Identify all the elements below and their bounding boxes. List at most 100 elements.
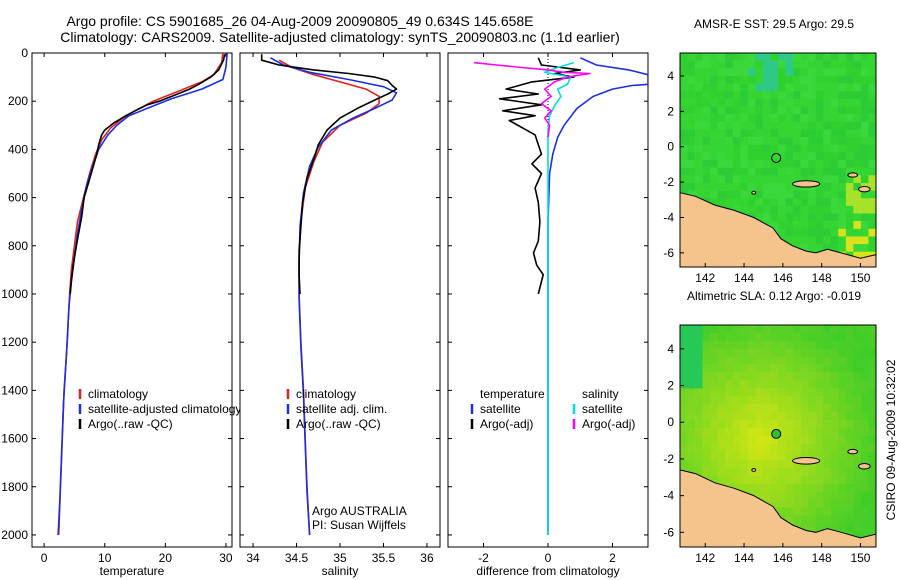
map-cell: [823, 467, 832, 476]
map-cell: [860, 75, 869, 84]
y-tick-label: 1600: [1, 432, 28, 446]
map-cell: [800, 436, 809, 445]
map-cell: [725, 152, 734, 161]
map-cell: [680, 428, 688, 437]
map-cell: [815, 152, 824, 161]
map-cell: [838, 467, 847, 476]
map-cell: [778, 167, 786, 176]
map-cell: [732, 372, 741, 381]
map-cell: [800, 221, 809, 230]
map-cell: [747, 348, 756, 358]
map-cell: [815, 332, 824, 342]
map-cell: [762, 182, 771, 191]
map-cell: [860, 114, 869, 123]
map-cell: [860, 60, 869, 69]
map-cell: [830, 213, 839, 222]
map-cell: [838, 221, 847, 230]
map-cell: [815, 380, 824, 389]
map-cell: [853, 190, 862, 199]
map-cell: [815, 451, 824, 461]
map-cell: [747, 420, 756, 429]
map-cell: [702, 152, 711, 161]
map-cell: [732, 152, 741, 161]
map-cell: [680, 129, 688, 138]
map-cell: [725, 182, 734, 191]
map-cell: [695, 396, 703, 405]
map-cell: [778, 420, 786, 429]
map-cell: [778, 443, 786, 453]
map-cell: [717, 144, 726, 153]
map-cell: [770, 152, 779, 161]
map-cell: [830, 467, 839, 476]
map-cell: [747, 198, 756, 207]
map-cell: [815, 325, 824, 334]
map-cell: [823, 364, 832, 373]
map-cell: [808, 83, 816, 92]
map-cell: [845, 380, 854, 389]
map-cell: [785, 396, 794, 405]
map-cell: [710, 475, 718, 484]
map-cell: [755, 364, 764, 373]
map-cell: [762, 372, 771, 381]
map-cell: [800, 483, 809, 492]
map-cell: [702, 75, 711, 84]
map-cell: [868, 436, 877, 445]
map-cell: [800, 340, 809, 350]
map-cell: [800, 114, 809, 123]
map-cell: [762, 404, 771, 413]
map-cell: [808, 198, 816, 207]
map-cell: [710, 106, 718, 115]
map-cell: [868, 53, 877, 61]
map-cell: [740, 83, 749, 92]
map-cell: [838, 68, 847, 77]
map-cell: [808, 436, 816, 445]
map-cell: [695, 68, 703, 77]
map-cell: [680, 380, 688, 389]
map-cell: [860, 325, 869, 334]
map-cell: [830, 420, 839, 429]
map-cell: [845, 443, 854, 453]
map-cell: [687, 404, 696, 413]
map-cell: [845, 236, 854, 245]
map-cell: [785, 515, 794, 524]
map-cell: [732, 483, 741, 492]
map-cell: [680, 152, 688, 161]
map-cell: [808, 420, 816, 429]
map-cell: [680, 404, 688, 413]
map-cell: [717, 340, 726, 350]
lat-tick-label: -4: [663, 210, 674, 224]
map-cell: [740, 198, 749, 207]
map-cell: [853, 68, 862, 77]
map-cell: [725, 475, 734, 484]
figure-title-line-2: Climatology: CARS2009. Satellite-adjuste…: [60, 29, 620, 45]
map-cell: [868, 420, 877, 429]
map-cell: [830, 459, 839, 469]
map-cell: [725, 167, 734, 176]
map-cell: [695, 190, 703, 199]
map-cell: [725, 175, 734, 184]
map-cell: [808, 348, 816, 358]
y-tick-label: 400: [8, 142, 28, 156]
map-cell: [755, 428, 764, 437]
map-cell: [747, 475, 756, 484]
map-cell: [868, 114, 877, 123]
lon-tick-label: 150: [850, 271, 870, 285]
map-cell: [800, 190, 809, 199]
map-cell: [845, 428, 854, 437]
map-cell: [702, 83, 711, 92]
map-cell: [793, 348, 801, 358]
map-cell: [725, 129, 734, 138]
map-cell: [838, 236, 847, 245]
map-cell: [710, 356, 718, 365]
map-cell: [755, 75, 764, 84]
legend-entry: satellite: [480, 402, 521, 416]
map-cell: [793, 364, 801, 373]
map-cell: [830, 205, 839, 214]
map-cell: [823, 412, 832, 421]
map-cell: [808, 137, 816, 146]
map-cell: [695, 98, 703, 107]
map-cell: [868, 412, 877, 421]
timestamp-caption: CSIRO 09-Aug-2009 10:32:02: [884, 359, 898, 520]
map-cell: [755, 340, 764, 350]
